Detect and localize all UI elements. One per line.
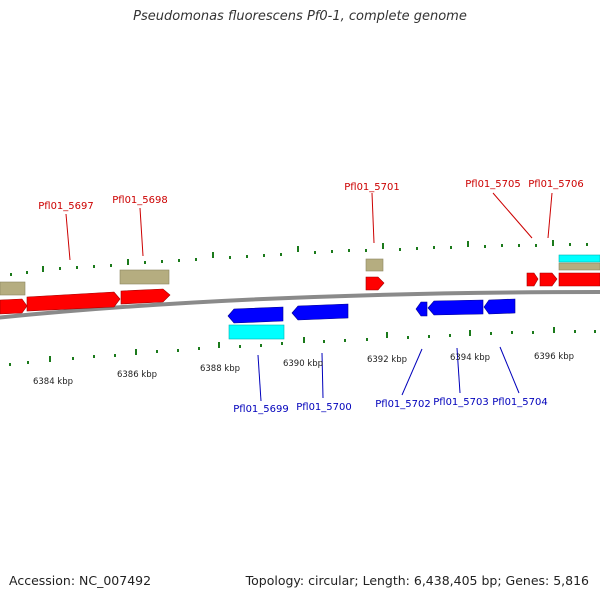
reverse-genes: [227, 298, 516, 324]
kbp-label: 6388 kbp: [200, 364, 240, 374]
feature-bar: [119, 269, 170, 285]
gene-label: Pfl01_5700: [296, 402, 352, 413]
gene-arrow: [483, 298, 516, 315]
forward-genes: [0, 272, 600, 315]
gene-label: Pfl01_5699: [233, 404, 289, 415]
gene-label: Pfl01_5697: [38, 201, 94, 212]
kbp-label: 6390 kbp: [283, 359, 323, 369]
reverse-feature-bar: [228, 324, 285, 340]
kbp-label: 6396 kbp: [534, 352, 574, 362]
gene-label: Pfl01_5704: [492, 397, 548, 408]
feature-bar: [558, 262, 600, 271]
gene-label: Pfl01_5701: [344, 182, 400, 193]
backbone-arc: [0, 290, 600, 320]
gene-arrow: [26, 291, 121, 312]
gene-label: Pfl01_5705: [465, 179, 521, 190]
gene-label: Pfl01_5702: [375, 399, 431, 410]
reverse-gene-labels: Pfl01_5699 Pfl01_5700 Pfl01_5702 Pfl01_5…: [233, 397, 548, 415]
topology-text: Topology: circular; Length: 6,438,405 bp…: [245, 573, 589, 588]
gene-arrow: [365, 276, 385, 291]
inner-tick-marks: [9, 327, 596, 366]
map-title: Pseudomonas fluorescens Pf0-1, complete …: [133, 9, 467, 24]
gene-arrow: [120, 288, 171, 305]
forward-leader-lines: [65, 192, 553, 261]
kbp-label: 6392 kbp: [367, 355, 407, 365]
feature-bar: [558, 254, 600, 263]
forward-feature-bars: [0, 254, 600, 296]
gene-arrow: [539, 272, 558, 287]
gene-arrow: [558, 272, 600, 287]
kbp-label: 6394 kbp: [450, 353, 490, 363]
gene-arrow: [227, 306, 284, 324]
kbp-label: 6386 kbp: [117, 370, 157, 380]
kbp-label: 6384 kbp: [33, 377, 73, 387]
gene-label: Pfl01_5703: [433, 397, 489, 408]
outer-tick-marks: [10, 240, 588, 276]
kbp-labels: 6384 kbp 6386 kbp 6388 kbp 6390 kbp 6392…: [33, 352, 574, 387]
feature-bar: [365, 258, 384, 272]
gene-arrow: [427, 299, 484, 316]
feature-bar: [0, 281, 26, 296]
gene-arrow: [291, 303, 349, 321]
gene-arrow: [0, 298, 28, 315]
reverse-leader-lines: [257, 346, 520, 402]
forward-gene-labels: Pfl01_5697 Pfl01_5698 Pfl01_5701 Pfl01_5…: [38, 179, 584, 212]
accession-text: Accession: NC_007492: [9, 573, 152, 588]
gene-label: Pfl01_5706: [528, 179, 584, 190]
gene-arrow: [415, 301, 428, 317]
gene-arrow: [526, 272, 539, 287]
gene-label: Pfl01_5698: [112, 195, 168, 206]
